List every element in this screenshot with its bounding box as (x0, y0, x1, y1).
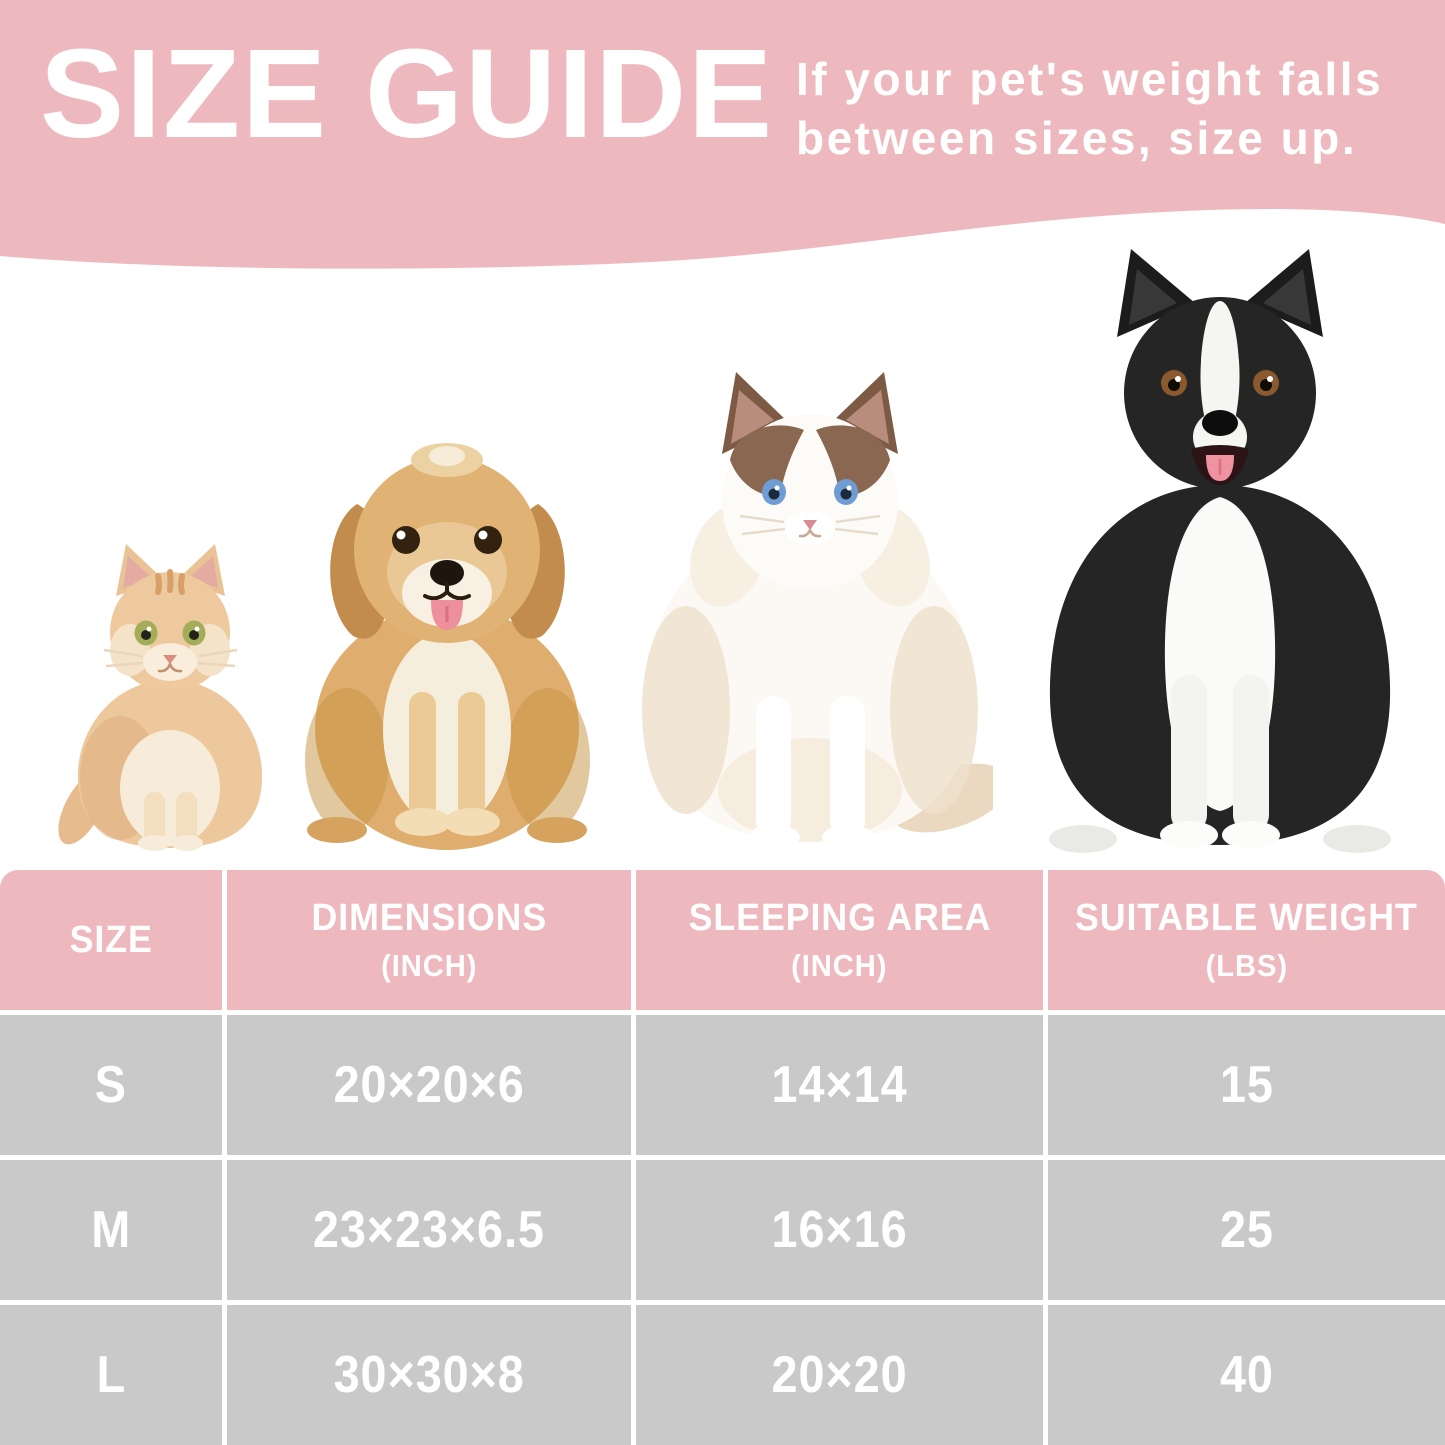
cell-suitable-weight: 15 (1048, 1015, 1445, 1155)
cell-suitable-weight: 25 (1048, 1160, 1445, 1300)
column-header-sub: (INCH) (791, 947, 888, 983)
pet-border-collie-image (1025, 245, 1415, 858)
page-title: SIZE GUIDE (40, 23, 775, 164)
pet-tan-puppy-image (295, 430, 600, 857)
size-note-line1: If your pet's weight falls (796, 53, 1384, 105)
cell-sleeping-area: 16×16 (636, 1160, 1043, 1300)
header-banner-wave (0, 0, 1445, 269)
column-header-sub: (LBS) (1205, 947, 1288, 983)
cell-size: S (0, 1015, 222, 1155)
column-header-size: SIZE (0, 870, 222, 1010)
table-row-size-m: M 23×23×6.5 16×16 25 (0, 1160, 1445, 1300)
table-row-size-l: L 30×30×8 20×20 40 (0, 1305, 1445, 1445)
column-header-label: SLEEPING AREA (688, 896, 991, 939)
size-table-header-row: SIZE DIMENSIONS (INCH) SLEEPING AREA (IN… (0, 870, 1445, 1010)
column-header-label: SUITABLE WEIGHT (1075, 896, 1418, 939)
cell-size: M (0, 1160, 222, 1300)
table-row-size-s: S 20×20×6 14×14 15 (0, 1015, 1445, 1155)
cell-dimensions: 20×20×6 (227, 1015, 631, 1155)
column-header-sleeping-area: SLEEPING AREA (INCH) (636, 870, 1043, 1010)
column-header-sub: (INCH) (380, 947, 478, 983)
cell-dimensions: 30×30×8 (227, 1305, 631, 1445)
size-note: If your pet's weight falls between sizes… (796, 50, 1383, 168)
pet-ginger-cat-image (58, 540, 283, 857)
column-header-label: SIZE (69, 918, 153, 961)
size-table: SIZE DIMENSIONS (INCH) SLEEPING AREA (IN… (0, 870, 1445, 1445)
cell-sleeping-area: 14×14 (636, 1015, 1043, 1155)
cell-size: L (0, 1305, 222, 1445)
column-header-dimensions: DIMENSIONS (INCH) (227, 870, 631, 1010)
column-header-suitable-weight: SUITABLE WEIGHT (LBS) (1048, 870, 1445, 1010)
cell-dimensions: 23×23×6.5 (227, 1160, 631, 1300)
column-header-label: DIMENSIONS (311, 896, 547, 939)
cell-sleeping-area: 20×20 (636, 1305, 1043, 1445)
size-note-line2: between sizes, size up. (796, 112, 1358, 164)
cell-suitable-weight: 40 (1048, 1305, 1445, 1445)
pet-ragdoll-cat-image (628, 360, 1010, 857)
